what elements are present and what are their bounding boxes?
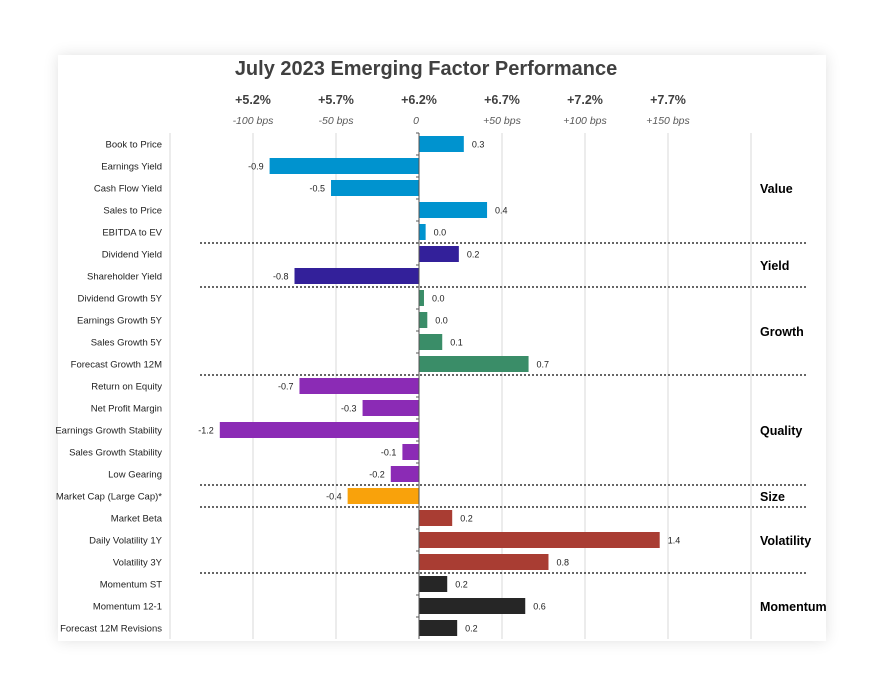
sub-tick-label: -50 bps bbox=[318, 115, 354, 127]
factor-label: Cash Flow Yield bbox=[94, 184, 162, 195]
factor-label: Market Cap (Large Cap)* bbox=[56, 492, 162, 503]
factor-label: Return on Equity bbox=[91, 382, 162, 393]
bar bbox=[419, 620, 458, 636]
bar bbox=[419, 532, 660, 548]
bar bbox=[419, 290, 424, 306]
bar bbox=[419, 598, 526, 614]
bar bbox=[419, 246, 459, 262]
factor-label: Earnings Growth Stability bbox=[55, 426, 162, 437]
bar bbox=[419, 554, 549, 570]
sub-tick-label: +50 bps bbox=[483, 115, 521, 127]
data-label: 0.2 bbox=[460, 514, 473, 524]
factor-label: Market Beta bbox=[111, 514, 163, 525]
bar bbox=[419, 356, 529, 372]
bar bbox=[347, 488, 419, 504]
bar bbox=[419, 202, 488, 218]
sub-tick-label: +100 bps bbox=[563, 115, 607, 127]
group-label: Growth bbox=[760, 325, 804, 339]
top-tick-label: +7.2% bbox=[567, 93, 603, 107]
data-label: 0.0 bbox=[434, 228, 447, 238]
factor-label: Sales Growth 5Y bbox=[91, 338, 163, 349]
data-label: -0.1 bbox=[381, 448, 397, 458]
data-label: 0.3 bbox=[472, 140, 485, 150]
group-label: Volatility bbox=[760, 534, 811, 548]
factor-label: Momentum ST bbox=[100, 580, 162, 591]
data-label: -0.2 bbox=[369, 470, 385, 480]
group-label: Yield bbox=[760, 259, 789, 273]
bar bbox=[419, 510, 453, 526]
bar bbox=[294, 268, 419, 284]
top-tick-label: +5.2% bbox=[235, 93, 271, 107]
data-label: -0.8 bbox=[273, 272, 289, 282]
sub-tick-label: -100 bps bbox=[233, 115, 275, 127]
top-tick-label: +6.2% bbox=[401, 93, 437, 107]
factor-label: Sales Growth Stability bbox=[69, 448, 162, 459]
factor-label: Book to Price bbox=[106, 140, 163, 151]
data-label: -0.3 bbox=[341, 404, 357, 414]
chart-title: July 2023 Emerging Factor Performance bbox=[235, 58, 617, 80]
bar bbox=[331, 180, 419, 196]
factor-label: Earnings Growth 5Y bbox=[77, 316, 163, 327]
bar bbox=[299, 378, 419, 394]
factor-label: Low Gearing bbox=[108, 470, 162, 481]
group-label: Momentum bbox=[760, 600, 827, 614]
bar bbox=[402, 444, 419, 460]
data-label: 0.8 bbox=[556, 558, 569, 568]
bar bbox=[362, 400, 419, 416]
factor-label: Shareholder Yield bbox=[87, 272, 162, 283]
group-label: Size bbox=[760, 490, 785, 504]
bar bbox=[419, 136, 464, 152]
data-label: -0.4 bbox=[326, 492, 342, 502]
data-label: -0.9 bbox=[248, 162, 264, 172]
sub-tick-label: +150 bps bbox=[646, 115, 690, 127]
factor-label: Dividend Growth 5Y bbox=[78, 294, 163, 305]
bar bbox=[419, 312, 428, 328]
bar bbox=[219, 422, 419, 438]
data-label: 0.0 bbox=[432, 294, 445, 304]
factor-label: Momentum 12-1 bbox=[93, 602, 162, 613]
factor-label: Dividend Yield bbox=[102, 250, 162, 261]
factor-label: Daily Volatility 1Y bbox=[89, 536, 163, 547]
factor-label: Net Profit Margin bbox=[91, 404, 162, 415]
data-label: -0.7 bbox=[278, 382, 294, 392]
data-label: 0.2 bbox=[465, 624, 478, 634]
bar bbox=[419, 224, 426, 240]
bar bbox=[390, 466, 419, 482]
factor-label: Forecast 12M Revisions bbox=[60, 624, 162, 635]
top-tick-label: +5.7% bbox=[318, 93, 354, 107]
data-label: 0.6 bbox=[533, 602, 546, 612]
bar bbox=[269, 158, 419, 174]
bar bbox=[419, 334, 443, 350]
top-tick-label: +6.7% bbox=[484, 93, 520, 107]
sub-tick-label: 0 bbox=[413, 115, 419, 127]
data-label: 1.4 bbox=[668, 536, 681, 546]
data-label: 0.1 bbox=[450, 338, 463, 348]
factor-label: EBITDA to EV bbox=[102, 228, 162, 239]
factor-label: Forecast Growth 12M bbox=[71, 360, 162, 371]
factor-label: Volatility 3Y bbox=[113, 558, 163, 569]
data-label: 0.2 bbox=[455, 580, 468, 590]
data-label: -1.2 bbox=[198, 426, 214, 436]
data-label: 0.0 bbox=[435, 316, 448, 326]
data-label: 0.7 bbox=[537, 360, 550, 370]
bar bbox=[419, 576, 448, 592]
data-label: -0.5 bbox=[310, 184, 326, 194]
factor-label: Sales to Price bbox=[103, 206, 162, 217]
data-label: 0.4 bbox=[495, 206, 508, 216]
data-label: 0.2 bbox=[467, 250, 480, 260]
group-label: Value bbox=[760, 182, 793, 196]
factor-label: Earnings Yield bbox=[101, 162, 162, 173]
top-tick-label: +7.7% bbox=[650, 93, 686, 107]
group-label: Quality bbox=[760, 424, 802, 438]
